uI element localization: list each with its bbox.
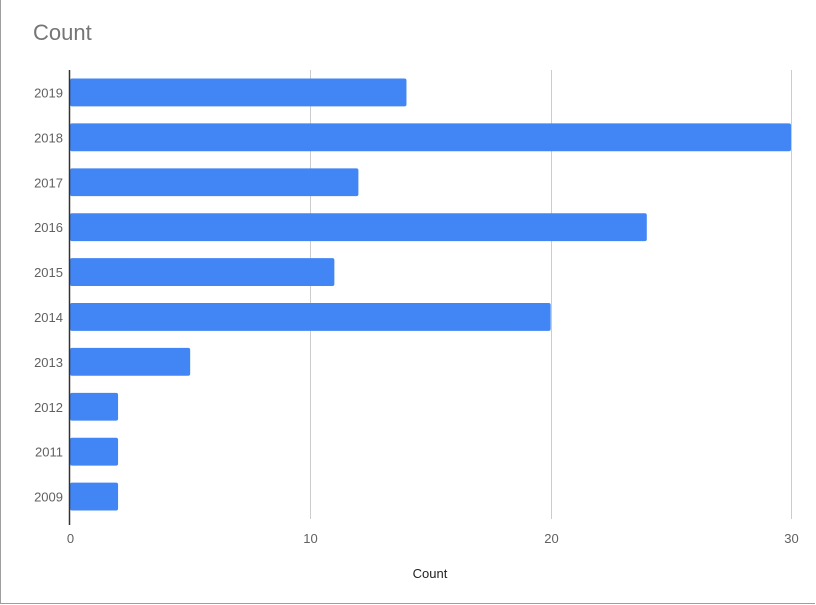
y-tick-label: 2009 (34, 490, 63, 505)
bar-2012 (70, 392, 119, 421)
y-tick-label: 2012 (34, 400, 63, 415)
y-tick-label: 2013 (34, 355, 63, 370)
y-tick-label: 2019 (34, 85, 63, 100)
x-tick-label: 30 (784, 531, 798, 546)
bar-2015 (70, 258, 335, 286)
y-tick-label: 2015 (34, 265, 63, 280)
bars (70, 78, 791, 511)
bar-2011 (70, 437, 119, 466)
chart-title: Count (33, 20, 92, 45)
bar-2019 (70, 78, 407, 107)
bar-2018 (70, 123, 791, 152)
y-tick-label: 2014 (34, 310, 63, 325)
bar-2017 (70, 168, 359, 197)
x-tick-label: 20 (544, 531, 558, 546)
x-tick-label: 0 (67, 531, 74, 546)
y-tick-label: 2018 (34, 130, 63, 145)
x-axis-title: Count (413, 566, 448, 581)
bar-2016 (70, 213, 647, 242)
bar-2014 (70, 303, 551, 331)
tick-labels: 0 10 20 30 2019 2018 2017 2016 2015 2014 2013 2012 2… (34, 85, 799, 581)
bar-2013 (70, 347, 191, 376)
y-tick-label: 2017 (34, 175, 63, 190)
bar-2009 (70, 482, 119, 511)
y-tick-label: 2011 (35, 445, 63, 460)
y-tick-label: 2016 (34, 220, 63, 235)
x-tick-label: 10 (303, 531, 317, 546)
